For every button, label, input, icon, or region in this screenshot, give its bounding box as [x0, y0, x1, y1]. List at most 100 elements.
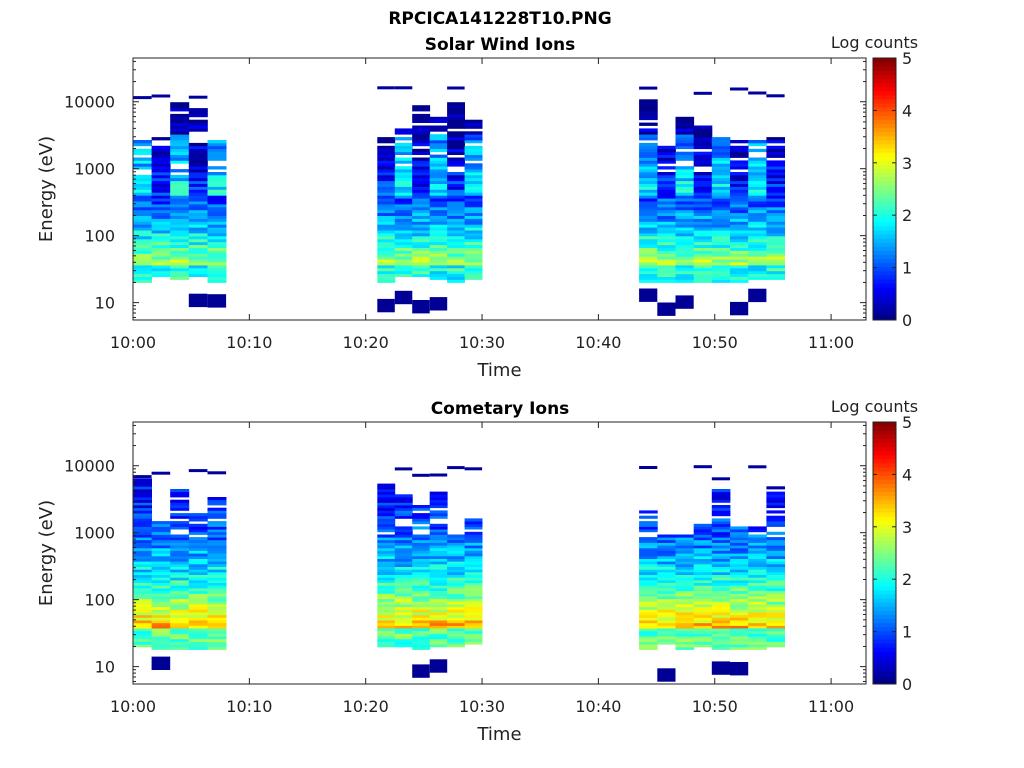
colorbar-swatch: [873, 307, 896, 313]
spectrogram-cell: [711, 563, 731, 567]
spectrogram-cell: [639, 113, 658, 118]
spectrogram-cell: [464, 267, 483, 272]
spectrogram-cell: [464, 625, 483, 629]
spectrogram-cell: [711, 510, 731, 514]
spectrogram-cell: [133, 265, 152, 269]
spectrogram-cell: [639, 238, 658, 243]
colorbar-swatch: [873, 119, 896, 124]
spectrogram-cell: [447, 233, 465, 237]
colorbar-swatch: [873, 565, 896, 570]
spectrogram-cell: [657, 579, 676, 583]
spectrogram-cell: [429, 119, 448, 123]
spectrogram-cell: [188, 539, 208, 543]
spectrogram-cell: [412, 221, 431, 225]
spectrogram-cell: [188, 622, 208, 626]
spectrogram-cell: [675, 604, 695, 608]
spectrogram-cell: [151, 253, 171, 257]
spectrogram-cell: [429, 612, 448, 616]
spectrogram-cell: [151, 148, 171, 153]
spectrogram-cell: [429, 134, 448, 138]
spectrogram-cell: [766, 227, 785, 231]
spectrogram-cell: [711, 204, 731, 208]
spectrogram-cell: [394, 505, 413, 509]
spectrogram-cell: [711, 172, 731, 176]
spectrogram-cell: [133, 577, 152, 581]
colorbar-tick-label: 0: [902, 675, 912, 694]
spectrogram-cell: [447, 574, 465, 578]
spectrogram-cell: [730, 566, 749, 570]
spectrogram-cell: [188, 293, 208, 308]
spectrogram-cell: [429, 206, 448, 211]
spectrogram-cell: [151, 604, 171, 608]
spectrogram-cell: [151, 550, 171, 554]
spectrogram-cell: [412, 137, 431, 141]
colorbar-swatch: [873, 90, 896, 96]
spectrogram-cell: [639, 276, 658, 280]
spectrogram-cell: [711, 148, 731, 153]
spectrogram-cell: [748, 262, 767, 266]
spectrogram-cell: [394, 201, 413, 205]
spectrogram-cell: [693, 134, 713, 138]
spectrogram-cell: [766, 622, 785, 626]
spectrogram-cell: [730, 201, 749, 205]
spectrogram-cell: [207, 215, 227, 219]
spectrogram-cell: [748, 539, 767, 543]
spectrogram-cell: [170, 545, 190, 549]
spectrogram-cell: [675, 644, 695, 648]
spectrogram-cell: [412, 183, 431, 187]
spectrogram-cell: [412, 617, 431, 621]
spectrogram-cell: [447, 247, 465, 251]
spectrogram-cell: [170, 598, 190, 602]
spectrogram-cell: [151, 596, 171, 600]
colorbar-swatch: [873, 446, 896, 452]
spectrogram-cell: [377, 206, 396, 211]
spectrogram-cell: [207, 529, 227, 533]
spectrogram-cell: [693, 614, 713, 618]
spectrogram-cell: [464, 569, 483, 573]
spectrogram-cell: [412, 641, 431, 645]
spectrogram-cell: [207, 206, 227, 211]
spectrogram-cell: [711, 238, 731, 243]
spectrogram-cell: [730, 633, 749, 637]
spectrogram-cell: [447, 276, 465, 280]
spectrogram-cell: [207, 247, 227, 251]
spectrogram-cell: [429, 604, 448, 608]
spectrogram-cell: [394, 596, 413, 600]
spectrogram-cell: [394, 582, 413, 586]
spectrogram-cell: [464, 247, 483, 251]
spectrogram-cell: [151, 174, 171, 179]
spectrogram-cell: [151, 614, 171, 618]
spectrogram-cell: [730, 609, 749, 613]
spectrogram-cell: [207, 279, 227, 283]
spectrogram-cell: [675, 582, 695, 586]
spectrogram-cell: [766, 94, 785, 98]
spectrogram-cell: [675, 204, 695, 208]
spectrogram-cell: [447, 148, 465, 153]
colorbar-swatch: [873, 250, 896, 255]
spectrogram-cell: [188, 148, 208, 153]
spectrogram-cell: [748, 545, 767, 549]
spectrogram-cell: [639, 270, 658, 275]
spectrogram-cell: [207, 612, 227, 616]
spectrogram-cell: [133, 614, 152, 618]
spectrogram-cell: [429, 593, 448, 597]
spectrogram-cell: [464, 154, 483, 158]
spectrogram-cell: [675, 233, 695, 237]
spectrogram-cell: [766, 499, 785, 503]
spectrogram-cell: [447, 596, 465, 600]
spectrogram-cell: [394, 531, 413, 535]
spectrogram-cell: [170, 553, 190, 557]
spectrogram-cell: [188, 606, 208, 610]
spectrogram-cell: [766, 140, 785, 144]
spectrogram-cell: [188, 262, 208, 266]
spectrogram-cell: [133, 270, 152, 275]
spectrogram-cell: [730, 160, 749, 164]
spectrogram-cell: [377, 180, 396, 184]
spectrogram-cell: [675, 641, 695, 645]
spectrogram-cell: [188, 256, 208, 260]
spectrogram-cell: [693, 224, 713, 228]
spectrogram-cell: [412, 236, 431, 240]
spectrogram-cell: [693, 585, 713, 589]
spectrogram-cell: [429, 523, 448, 527]
spectrogram-cell: [429, 633, 448, 637]
